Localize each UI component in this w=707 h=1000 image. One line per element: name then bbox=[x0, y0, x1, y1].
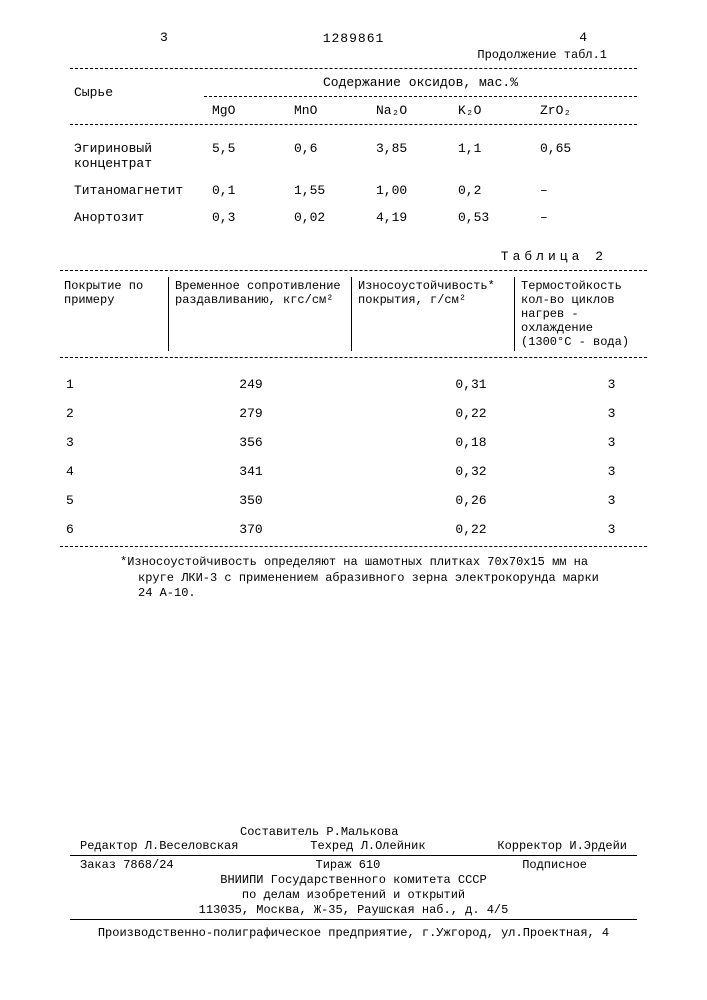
cell: 1 bbox=[60, 377, 166, 392]
cell: 0,3 bbox=[204, 210, 286, 225]
cell: 279 bbox=[166, 406, 396, 421]
col-header: K₂O bbox=[450, 103, 532, 118]
table-2: Покрытие по примеру Временное сопротивле… bbox=[60, 270, 647, 602]
subscription: Подписное bbox=[522, 858, 587, 872]
cell: 0,26 bbox=[396, 493, 546, 508]
cell: 3 bbox=[60, 435, 166, 450]
row-label: Анортозит bbox=[70, 210, 204, 225]
org-line-1: ВНИИПИ Государственного комитета СССР bbox=[40, 873, 667, 887]
col-header: Покрытие по примеру bbox=[60, 277, 169, 351]
cell: 0,31 bbox=[396, 377, 546, 392]
row-label: Эгириновый концентрат bbox=[70, 141, 204, 171]
table-row: Анортозит 0,3 0,02 4,19 0,53 – bbox=[70, 204, 637, 231]
cell: 1,1 bbox=[450, 141, 532, 171]
col-header: MnO bbox=[286, 103, 368, 118]
cell: 0,2 bbox=[450, 183, 532, 198]
col-header: ZrO₂ bbox=[532, 103, 614, 118]
table-row: Титаномагнетит 0,1 1,55 1,00 0,2 – bbox=[70, 177, 637, 204]
cell: 0,1 bbox=[204, 183, 286, 198]
editor: Редактор Л.Веселовская bbox=[80, 839, 238, 853]
table-1-column-headers: MgO MnO Na₂O K₂O ZrO₂ bbox=[204, 99, 637, 122]
cell: 2 bbox=[60, 406, 166, 421]
cell: 0,32 bbox=[396, 464, 546, 479]
org-address: 113035, Москва, Ж-35, Раушская наб., д. … bbox=[40, 903, 667, 917]
col-header: Термостойкость кол-во циклов нагрев - ох… bbox=[515, 277, 647, 351]
divider bbox=[70, 68, 637, 69]
col-header: MgO bbox=[204, 103, 286, 118]
cell: 3 bbox=[546, 493, 647, 508]
col-header: Износоустойчивость* покрытия, г/см² bbox=[352, 277, 515, 351]
imprint-block: Составитель Р.Малькова Редактор Л.Весело… bbox=[40, 825, 667, 940]
cell: 5 bbox=[60, 493, 166, 508]
divider bbox=[60, 357, 647, 358]
table-2-header: Покрытие по примеру Временное сопротивле… bbox=[60, 273, 647, 355]
divider bbox=[70, 124, 637, 125]
document-number: 1289861 bbox=[40, 31, 667, 46]
cell: 350 bbox=[166, 493, 396, 508]
table-1: Сырье Содержание оксидов, мас.% MgO MnO … bbox=[70, 68, 637, 231]
cell: 370 bbox=[166, 522, 396, 537]
table-1-header: Сырье Содержание оксидов, мас.% MgO MnO … bbox=[70, 71, 637, 122]
divider bbox=[70, 855, 637, 856]
cell: 341 bbox=[166, 464, 396, 479]
divider bbox=[60, 270, 647, 271]
row-label: Титаномагнетит bbox=[70, 183, 204, 198]
table-2-title: Таблица 2 bbox=[40, 249, 607, 264]
cell: 3 bbox=[546, 377, 647, 392]
table-1-group-header: Содержание оксидов, мас.% bbox=[204, 71, 637, 94]
table-row: 1 249 0,31 3 bbox=[60, 370, 647, 399]
cell: 0,18 bbox=[396, 435, 546, 450]
org-line-2: по делам изобретений и открытий bbox=[40, 888, 667, 902]
cell: 0,65 bbox=[532, 141, 614, 171]
cell: 0,02 bbox=[286, 210, 368, 225]
cell: 4,19 bbox=[368, 210, 450, 225]
tirazh: Тираж 610 bbox=[316, 858, 381, 872]
cell: 249 bbox=[166, 377, 396, 392]
cell: 0,22 bbox=[396, 522, 546, 537]
col-header: Na₂O bbox=[368, 103, 450, 118]
cell: 4 bbox=[60, 464, 166, 479]
right-page-num: 4 bbox=[579, 30, 587, 45]
cell: 3 bbox=[546, 522, 647, 537]
cell: 1,00 bbox=[368, 183, 450, 198]
credits-line: Редактор Л.Веселовская Техред Л.Олейник … bbox=[80, 839, 627, 853]
order-number: Заказ 7868/24 bbox=[80, 858, 174, 872]
table-row: 6 370 0,22 3 bbox=[60, 515, 647, 544]
cell: 3,85 bbox=[368, 141, 450, 171]
table-continuation-label: Продолжение табл.1 bbox=[40, 48, 607, 62]
table-row: 5 350 0,26 3 bbox=[60, 486, 647, 515]
cell: 5,5 bbox=[204, 141, 286, 171]
table-2-footnote: *Износоустойчивость определяют на шамотн… bbox=[120, 555, 607, 602]
divider bbox=[60, 546, 647, 547]
table-row: 2 279 0,22 3 bbox=[60, 399, 647, 428]
cell: 3 bbox=[546, 464, 647, 479]
cell: 3 bbox=[546, 406, 647, 421]
production-line: Производственно-полиграфическое предприя… bbox=[40, 926, 667, 940]
cell: 3 bbox=[546, 435, 647, 450]
cell: 0,53 bbox=[450, 210, 532, 225]
divider bbox=[70, 919, 637, 920]
cell: 356 bbox=[166, 435, 396, 450]
table-1-row-header: Сырье bbox=[70, 71, 204, 122]
cell: – bbox=[532, 210, 614, 225]
corrector: Корректор И.Эрдейи bbox=[497, 839, 627, 853]
divider bbox=[204, 96, 637, 97]
table-row: 3 356 0,18 3 bbox=[60, 428, 647, 457]
cell: 0,22 bbox=[396, 406, 546, 421]
left-page-num: 3 bbox=[160, 30, 168, 45]
cell: 1,55 bbox=[286, 183, 368, 198]
table-row: Эгириновый концентрат 5,5 0,6 3,85 1,1 0… bbox=[70, 135, 637, 177]
col-header: Временное сопротивление раздавливанию, к… bbox=[169, 277, 352, 351]
compiler-line: Составитель Р.Малькова bbox=[240, 825, 667, 839]
order-line: Заказ 7868/24 Тираж 610 Подписное bbox=[80, 858, 587, 872]
table-row: 4 341 0,32 3 bbox=[60, 457, 647, 486]
cell: – bbox=[532, 183, 614, 198]
cell: 0,6 bbox=[286, 141, 368, 171]
cell: 6 bbox=[60, 522, 166, 537]
techred: Техред Л.Олейник bbox=[310, 839, 425, 853]
